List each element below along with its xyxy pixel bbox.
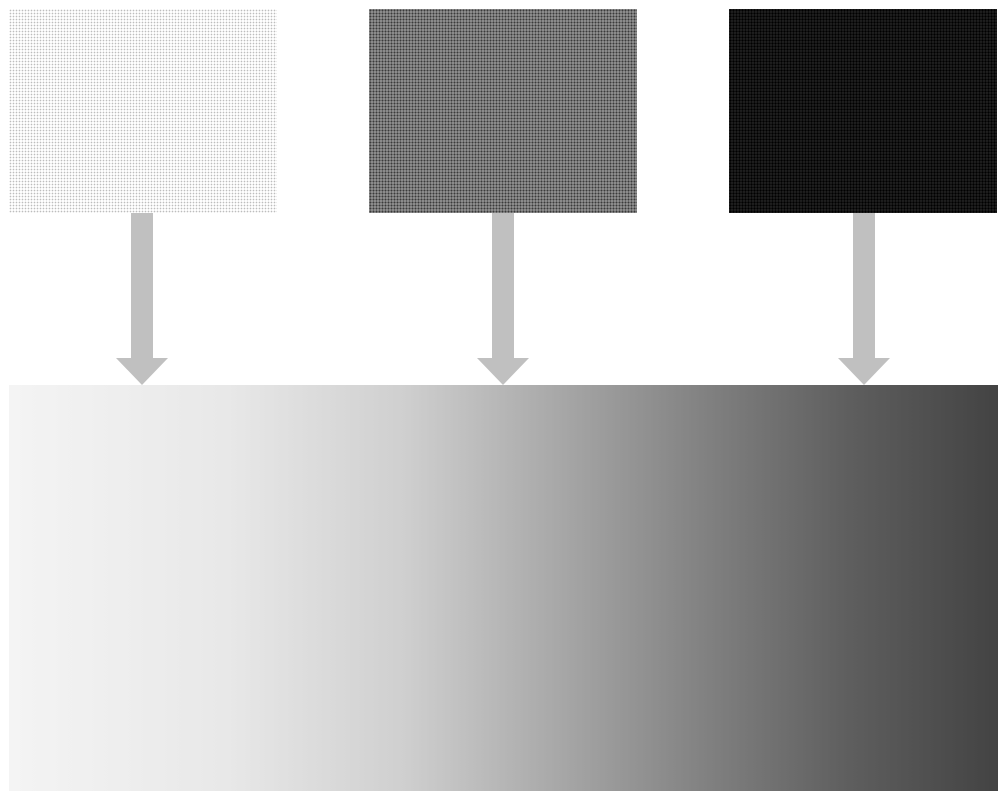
down-arrow-icon — [838, 213, 890, 385]
mid-halftone-swatch — [369, 9, 637, 213]
light-halftone-swatch — [9, 9, 277, 213]
mid-swatch-fill — [369, 9, 637, 213]
dark-swatch-fill — [729, 9, 997, 213]
grayscale-gradient-bar — [9, 385, 998, 791]
arrow-shape — [116, 213, 168, 385]
gradient-fill — [9, 385, 998, 791]
dark-halftone-swatch — [729, 9, 997, 213]
arrow-shape — [477, 213, 529, 385]
arrow-shape — [838, 213, 890, 385]
down-arrow-icon — [116, 213, 168, 385]
down-arrow-icon — [477, 213, 529, 385]
light-swatch-fill — [9, 9, 277, 213]
